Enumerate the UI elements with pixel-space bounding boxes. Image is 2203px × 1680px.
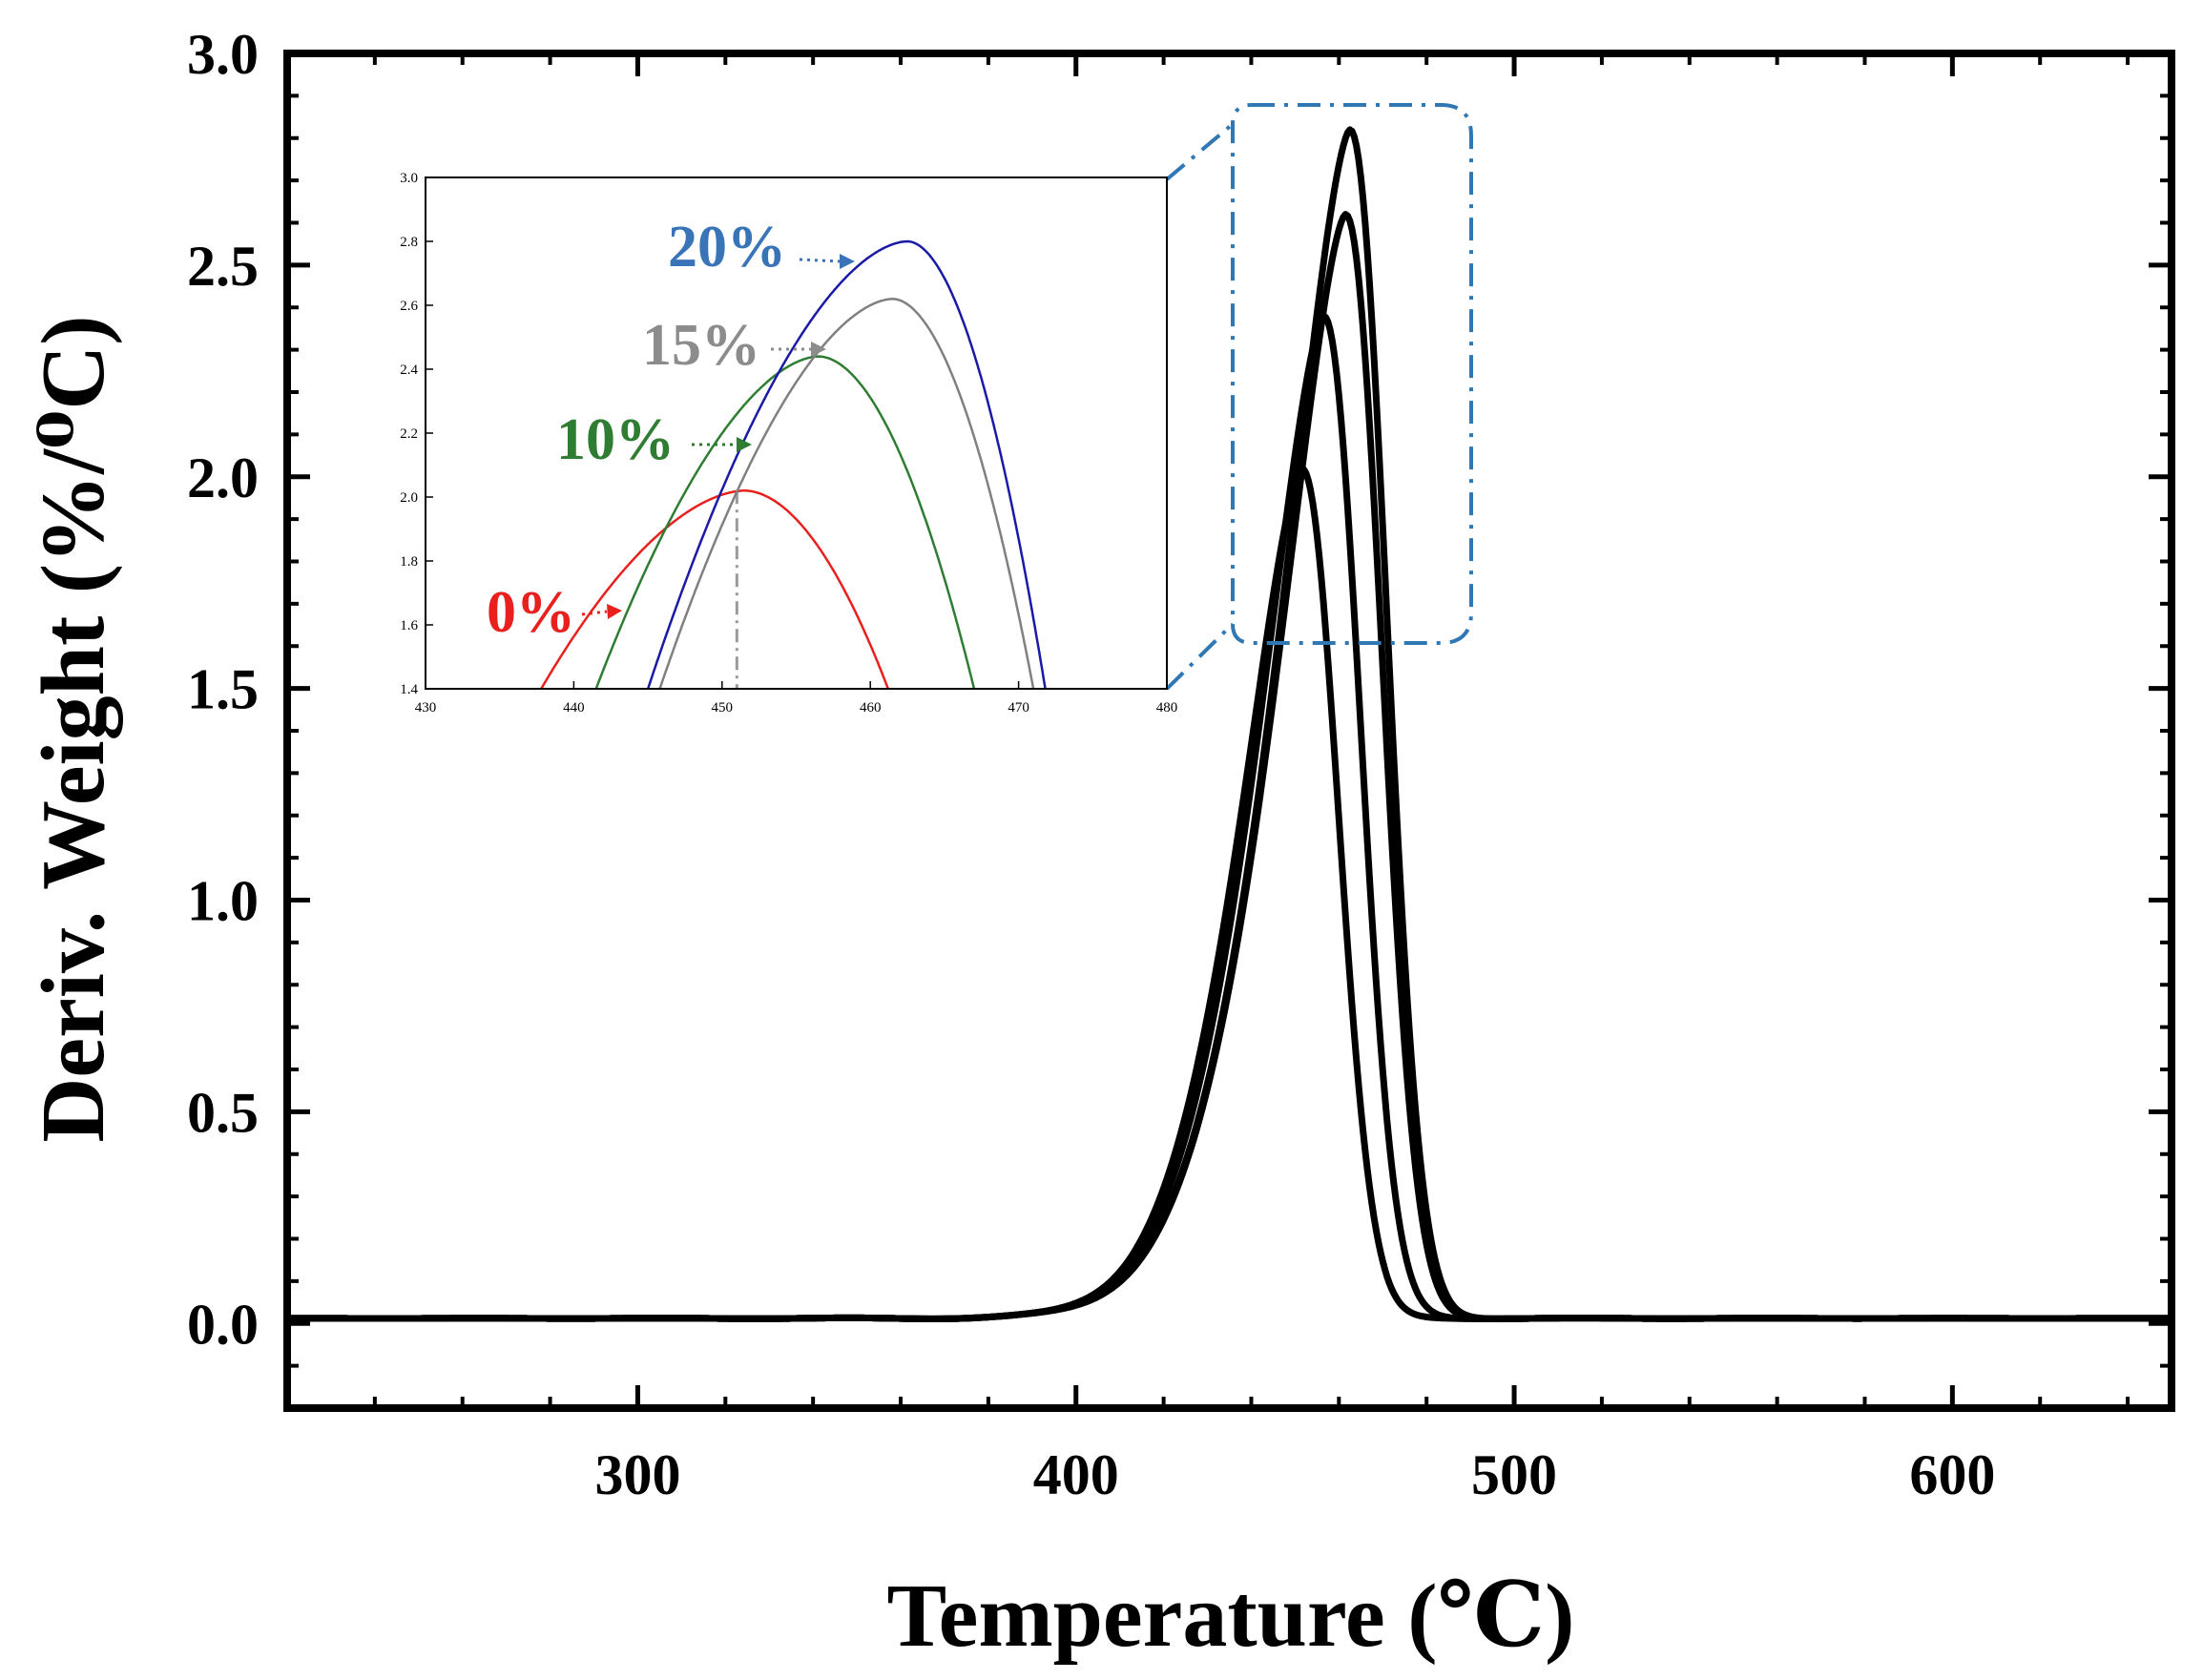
y-tick-label: 1.0 bbox=[187, 870, 259, 933]
x-axis-title: Temperature (℃) bbox=[887, 1566, 1575, 1666]
zoom-connector-top bbox=[1165, 122, 1235, 181]
callout-arrow-head-20 bbox=[840, 254, 855, 269]
inset-y-tick-label: 3.0 bbox=[400, 171, 418, 186]
inset-x-tick-label: 430 bbox=[415, 700, 437, 716]
callout-arrow-head-15 bbox=[811, 342, 826, 357]
callout-arrow-head-10 bbox=[737, 437, 752, 452]
callout-label-15: 15% bbox=[642, 313, 760, 378]
callout-0: 0% bbox=[487, 580, 622, 645]
inset-y-tick-label: 2.4 bbox=[400, 363, 418, 378]
inset-x-tick-label: 440 bbox=[563, 700, 585, 716]
zoom-connector-bottom bbox=[1165, 622, 1235, 691]
y-tick-label: 2.0 bbox=[187, 446, 259, 509]
inset-plot: 430 440 450 460 470 480 1.4 1.6 1.8 2.0 2.2 2.4 2.6 2… bbox=[400, 171, 1178, 716]
y-tick-label: 1.5 bbox=[187, 658, 259, 721]
y-tick-label: 0.0 bbox=[187, 1293, 259, 1356]
main-plot: 300 400 500 600 0.0 0.5 1.0 1.5 2.0 2.5 3.0 Temper… bbox=[24, 23, 2175, 1666]
main-plot-frame bbox=[283, 50, 2175, 1412]
callout-10: 10% bbox=[556, 407, 752, 472]
y-tick-label: 2.5 bbox=[187, 235, 259, 298]
inset-y-tick-label: 1.8 bbox=[400, 554, 418, 570]
inset-x-tick-label: 450 bbox=[712, 700, 734, 716]
y-tick-label: 3.0 bbox=[187, 23, 259, 86]
y-tick-label: 0.5 bbox=[187, 1081, 259, 1144]
inset-x-tick-label: 480 bbox=[1156, 700, 1178, 716]
x-tick-label: 600 bbox=[1909, 1443, 1995, 1506]
inset-y-tick-label: 2.2 bbox=[400, 426, 418, 442]
inset-y-tick-label: 1.4 bbox=[400, 682, 418, 697]
inset-x-tick-label: 470 bbox=[1008, 700, 1029, 716]
y-axis-title: Deriv. Weight (%/⁰C) bbox=[24, 315, 123, 1142]
inset-y-tick-label: 2.0 bbox=[400, 490, 418, 506]
inset-y-tick-label: 1.6 bbox=[400, 618, 418, 633]
callout-label-10: 10% bbox=[556, 407, 675, 472]
callout-arrow-head-0 bbox=[607, 604, 622, 619]
inset-background bbox=[426, 177, 1167, 689]
inset-series-15 bbox=[658, 298, 1035, 689]
inset-x-tick-label: 460 bbox=[860, 700, 882, 716]
callout-15: 15% bbox=[642, 313, 826, 378]
inset-frame bbox=[425, 176, 1168, 690]
inset-series-0 bbox=[539, 489, 890, 689]
inset-series-10 bbox=[594, 355, 976, 689]
zoom-box bbox=[1165, 103, 1473, 691]
x-tick-label: 400 bbox=[1033, 1443, 1119, 1506]
callouts: 20% 15% 10% 0% bbox=[487, 215, 855, 645]
x-tick-label: 300 bbox=[594, 1443, 680, 1506]
inset-y-tick-label: 2.8 bbox=[400, 235, 418, 250]
callout-label-20: 20% bbox=[668, 215, 786, 280]
main-series-20 bbox=[285, 126, 2173, 1322]
inset-series-20 bbox=[646, 239, 1047, 689]
inset-y-tick-label: 2.6 bbox=[400, 299, 418, 314]
callout-20: 20% bbox=[668, 215, 855, 280]
callout-label-0: 0% bbox=[487, 580, 575, 645]
x-tick-label: 500 bbox=[1471, 1443, 1557, 1506]
